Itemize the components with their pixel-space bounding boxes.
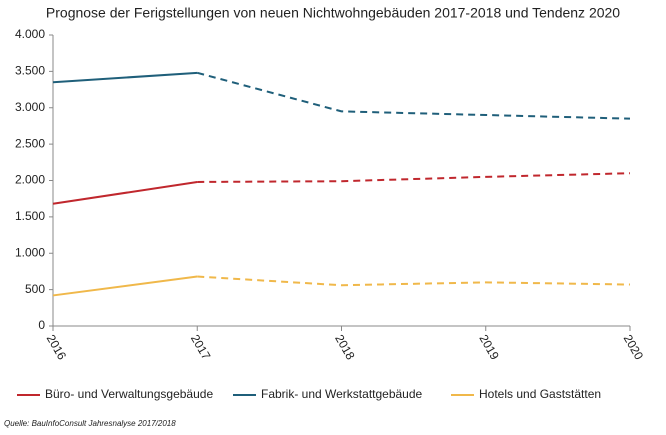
- y-tick-label: 1.500: [15, 209, 45, 223]
- legend-label: Hotels und Gaststätten: [479, 387, 601, 401]
- legend-label: Fabrik- und Werkstattgebäude: [261, 387, 423, 401]
- y-tick-label: 1.000: [15, 245, 45, 259]
- series-line-dashed: [196, 71, 631, 120]
- series-line: [52, 180, 198, 205]
- y-tick-label: 2.000: [15, 173, 45, 187]
- x-tick-label: 2018: [332, 332, 358, 362]
- series-line: [52, 71, 198, 84]
- x-tick-label: 2020: [621, 332, 647, 362]
- x-tick-label: 2016: [44, 332, 70, 362]
- y-tick-label: 2.500: [15, 136, 45, 150]
- series-line-dashed: [197, 275, 631, 287]
- y-tick-label: 3.000: [15, 100, 45, 114]
- y-tick-label: 0: [38, 318, 45, 332]
- series-line-dashed: [197, 172, 631, 183]
- x-tick-label: 2019: [476, 332, 502, 362]
- series-line: [52, 275, 198, 297]
- chart-title: Prognose der Ferigstellungen von neuen N…: [46, 5, 620, 21]
- y-tick-label: 500: [25, 282, 45, 296]
- y-tick-label: 3.500: [15, 64, 45, 78]
- x-tick-label: 2017: [188, 332, 214, 362]
- source: Quelle: BauInfoConsult Jahresnalyse 2017…: [4, 419, 176, 428]
- y-tick-label: 4.000: [15, 27, 45, 41]
- legend-label: Büro- und Verwaltungsgebäude: [45, 387, 213, 401]
